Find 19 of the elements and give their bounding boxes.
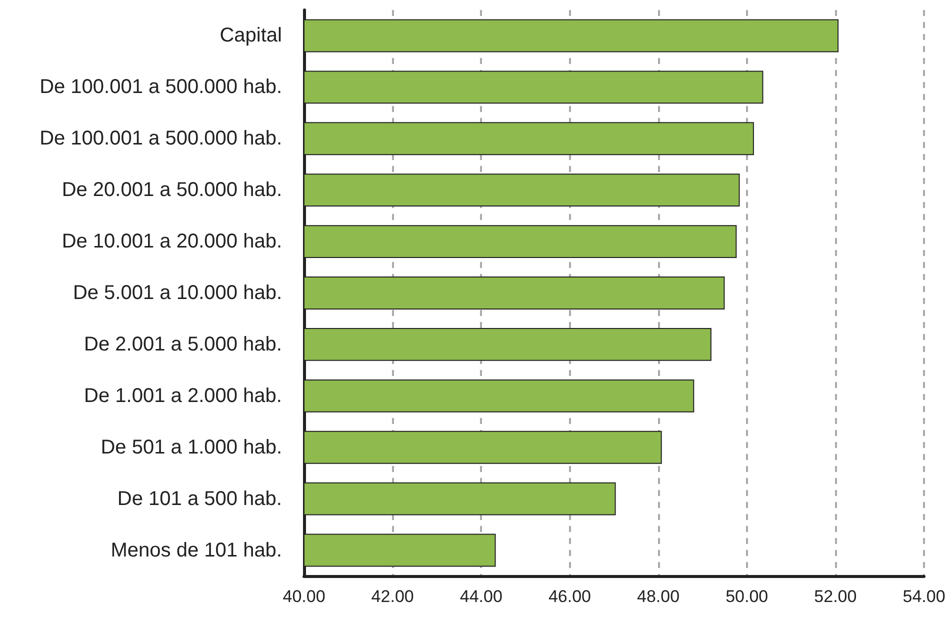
x-tick-label: 40.00 bbox=[282, 587, 326, 606]
y-tick-label: Menos de 101 hab. bbox=[110, 539, 282, 562]
y-tick-label: De 20.001 a 50.000 hab. bbox=[62, 179, 282, 202]
y-tick-label: De 101 a 500 hab. bbox=[117, 488, 282, 510]
y-tick-label: De 5.001 a 10.000 hab. bbox=[72, 282, 282, 304]
x-tick-label: 50.00 bbox=[726, 587, 768, 606]
x-tick-label: 54.00 bbox=[902, 587, 946, 606]
y-tick-label: De 501 a 1.000 hab. bbox=[100, 436, 282, 458]
x-tick-label: 44.00 bbox=[460, 587, 502, 606]
y-tick-label: De 2.001 a 5.000 hab. bbox=[84, 333, 282, 356]
x-tick-label: 52.00 bbox=[814, 587, 857, 606]
y-tick-label: De 10.001 a 20.000 hab. bbox=[62, 230, 282, 253]
y-tick-label: De 1.001 a 2.000 hab. bbox=[84, 384, 282, 407]
y-tick-label: Capital bbox=[220, 24, 282, 47]
y-tick-label: De 100.001 a 500.000 hab. bbox=[40, 128, 282, 150]
x-tick-label: 48.00 bbox=[637, 587, 680, 606]
x-tick-label: 46.00 bbox=[548, 587, 591, 606]
x-tick-label: 42.00 bbox=[371, 587, 414, 606]
y-tick-label: De 100.001 a 500.000 hab. bbox=[40, 76, 282, 98]
